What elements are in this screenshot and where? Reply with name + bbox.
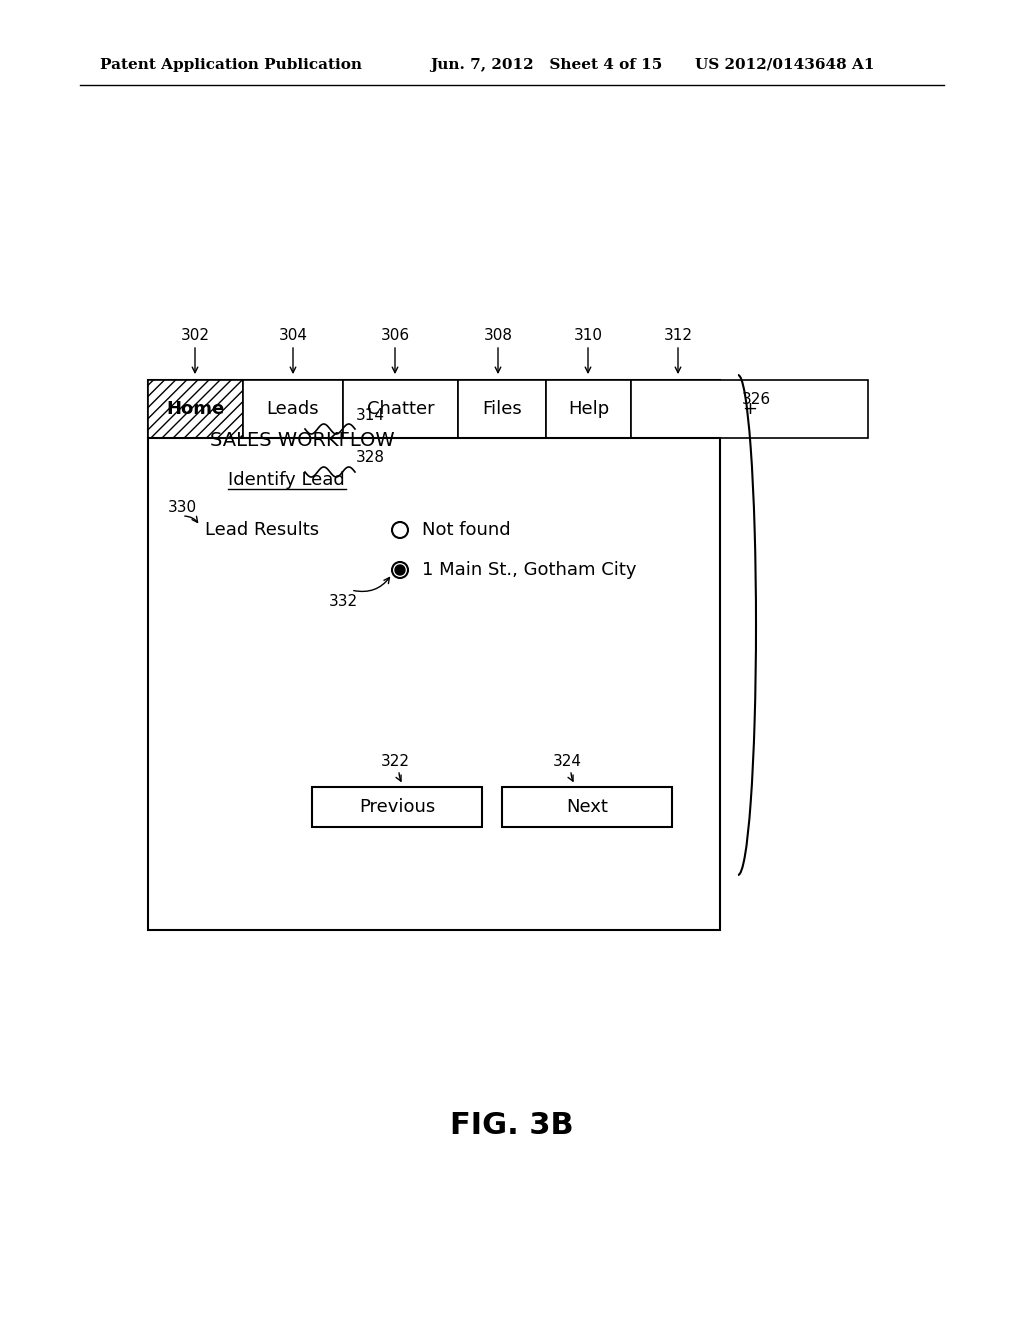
Text: Lead Results: Lead Results <box>205 521 319 539</box>
Text: 310: 310 <box>573 327 602 342</box>
FancyBboxPatch shape <box>343 380 458 438</box>
FancyBboxPatch shape <box>148 380 720 931</box>
Text: 304: 304 <box>279 327 307 342</box>
Text: Jun. 7, 2012   Sheet 4 of 15: Jun. 7, 2012 Sheet 4 of 15 <box>430 58 663 73</box>
FancyBboxPatch shape <box>631 380 868 438</box>
Text: 322: 322 <box>381 755 410 770</box>
Text: 306: 306 <box>381 327 410 342</box>
Text: +: + <box>742 400 757 418</box>
Text: US 2012/0143648 A1: US 2012/0143648 A1 <box>695 58 874 73</box>
Text: 1 Main St., Gotham City: 1 Main St., Gotham City <box>422 561 637 579</box>
Text: 330: 330 <box>168 500 198 516</box>
Text: Previous: Previous <box>358 799 435 816</box>
FancyBboxPatch shape <box>243 380 343 438</box>
FancyBboxPatch shape <box>546 380 631 438</box>
Text: SALES WORKFLOW: SALES WORKFLOW <box>210 430 394 450</box>
Text: Home: Home <box>166 400 224 418</box>
Text: Help: Help <box>568 400 609 418</box>
Text: Next: Next <box>566 799 608 816</box>
Text: Chatter: Chatter <box>367 400 434 418</box>
Text: Not found: Not found <box>422 521 511 539</box>
FancyBboxPatch shape <box>502 787 672 828</box>
Text: Identify Lead: Identify Lead <box>228 471 345 488</box>
Text: 314: 314 <box>355 408 384 422</box>
Text: 324: 324 <box>553 755 582 770</box>
Text: 312: 312 <box>664 327 692 342</box>
Text: Files: Files <box>482 400 522 418</box>
FancyBboxPatch shape <box>148 380 243 438</box>
Text: 308: 308 <box>483 327 512 342</box>
Text: 302: 302 <box>180 327 210 342</box>
Text: FIG. 3B: FIG. 3B <box>451 1110 573 1139</box>
Text: 332: 332 <box>329 594 357 610</box>
Text: 326: 326 <box>742 392 771 408</box>
Circle shape <box>395 565 406 576</box>
Text: Patent Application Publication: Patent Application Publication <box>100 58 362 73</box>
Text: Leads: Leads <box>266 400 319 418</box>
FancyBboxPatch shape <box>458 380 546 438</box>
Text: 328: 328 <box>355 450 384 466</box>
FancyBboxPatch shape <box>312 787 482 828</box>
